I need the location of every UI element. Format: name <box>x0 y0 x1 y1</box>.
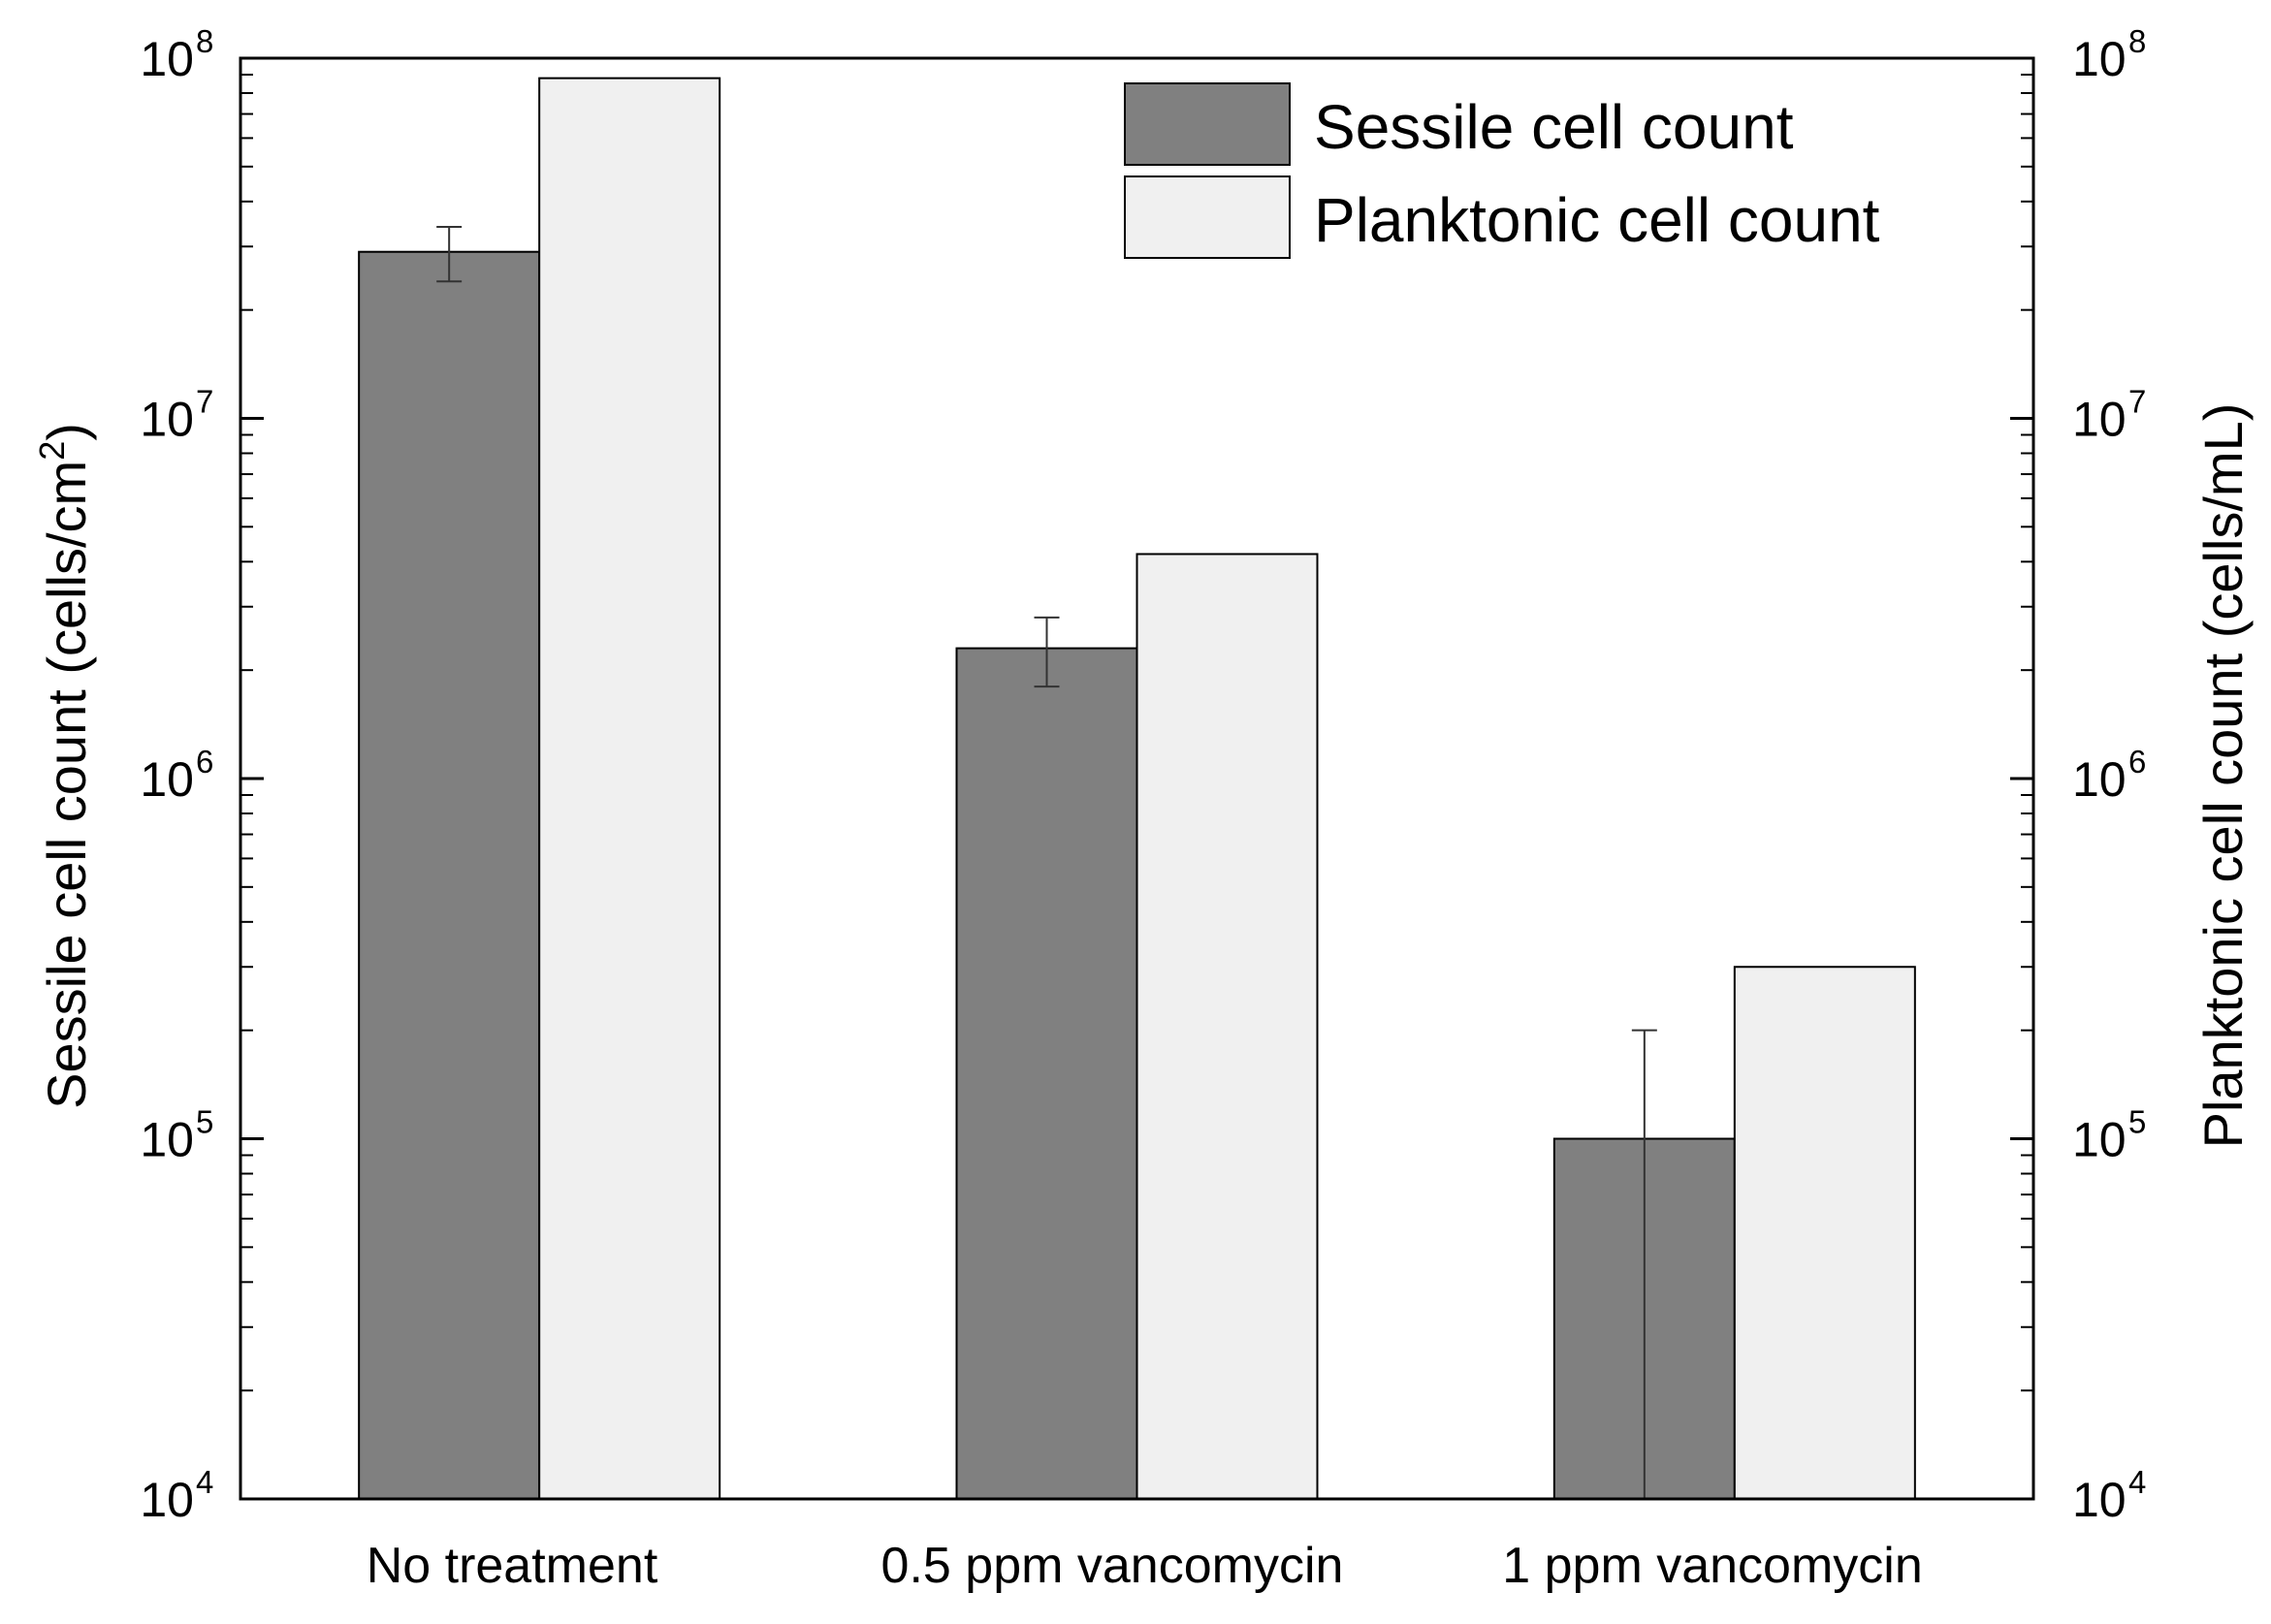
y-right-tick-label-3: 10 <box>2072 393 2127 447</box>
y-axis-left-title-main: Sessile cell count (cells/cm <box>36 461 97 1109</box>
y-axis-left-title: Sessile cell count (cells/cm2) <box>32 423 97 1109</box>
y-left-tick-label-2: 10 <box>140 752 194 807</box>
y-left-tick-label-1: 10 <box>140 1113 194 1167</box>
y-axis-right-title: Planktonic cell count (cells/mL) <box>2192 403 2254 1149</box>
y-axis-left-title-end: ) <box>36 423 97 441</box>
y-right-tick-exp-0: 4 <box>2128 1464 2146 1500</box>
bar-sessile-0 <box>358 250 541 1501</box>
y-right-tick-label-1: 10 <box>2072 1113 2127 1167</box>
bar-sessile-1 <box>955 647 1138 1500</box>
y-left-tick-exp-1: 5 <box>196 1104 213 1140</box>
y-right-tick-label-2: 10 <box>2072 752 2127 807</box>
y-right-tick-label-4: 10 <box>2072 32 2127 86</box>
y-left-tick-exp-4: 8 <box>196 23 213 59</box>
y-right-tick-exp-1: 5 <box>2128 1104 2146 1140</box>
y-right-tick-exp-3: 7 <box>2128 384 2146 420</box>
y-left-tick-exp-3: 7 <box>196 384 213 420</box>
legend-swatch-planktonic <box>1124 175 1291 259</box>
y-right-tick-exp-4: 8 <box>2128 23 2146 59</box>
y-left-tick-label-3: 10 <box>140 393 194 447</box>
category-label-0: No treatment <box>367 1538 658 1594</box>
y-right-tick-exp-2: 6 <box>2128 744 2146 780</box>
legend-label-planktonic: Planktonic cell count <box>1314 185 1880 255</box>
bar-planktonic-1 <box>1136 553 1319 1500</box>
y-left-tick-exp-0: 4 <box>196 1464 213 1500</box>
legend-label-sessile: Sessile cell count <box>1314 92 1794 162</box>
y-left-tick-label-4: 10 <box>140 32 194 86</box>
y-right-tick-label-0: 10 <box>2072 1473 2127 1527</box>
category-label-2: 1 ppm vancomycin <box>1502 1538 1923 1594</box>
bars-layer <box>358 77 1916 1501</box>
legend-swatch-sessile <box>1124 82 1291 166</box>
bar-planktonic-2 <box>1733 966 1916 1500</box>
y-left-tick-exp-2: 6 <box>196 744 213 780</box>
y-axis-left-title-sup: 2 <box>32 441 72 461</box>
legend: Sessile cell count Planktonic cell count <box>1124 82 1880 259</box>
category-label-1: 0.5 ppm vancomycin <box>881 1538 1344 1594</box>
bar-planktonic-0 <box>538 77 721 1501</box>
y-left-tick-label-0: 10 <box>140 1473 194 1527</box>
